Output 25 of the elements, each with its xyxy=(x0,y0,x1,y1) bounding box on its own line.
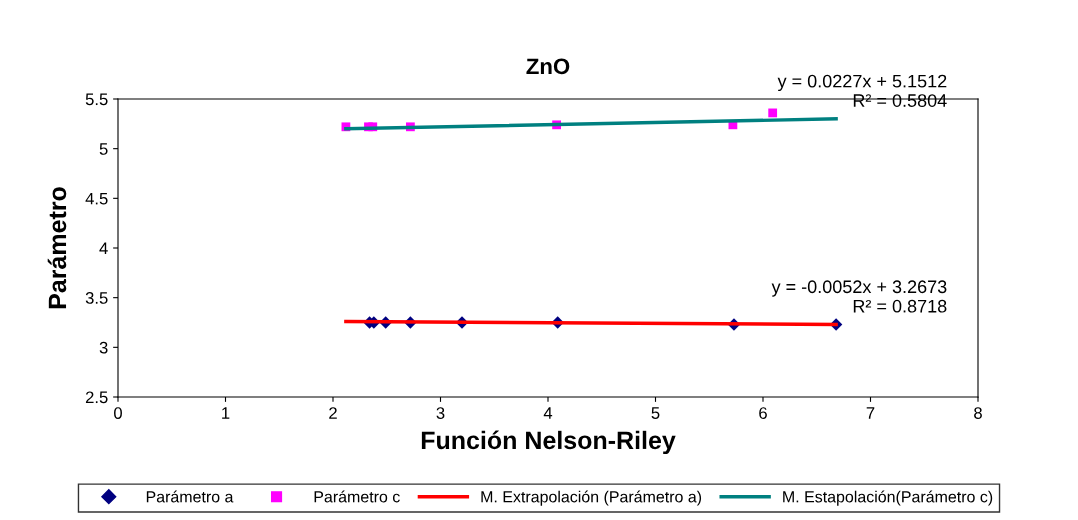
y-tick-label: 4 xyxy=(99,242,108,255)
legend-label: Parámetro a xyxy=(146,490,234,503)
x-axis-title: Función Nelson-Riley xyxy=(421,430,676,455)
legend-label: M. Extrapolación (Parámetro a) xyxy=(481,490,702,506)
x-tick-label: 0 xyxy=(114,407,122,419)
x-tick-label: 5 xyxy=(651,407,660,419)
x-tick-label: 2 xyxy=(329,407,337,419)
x-tick-label: 6 xyxy=(759,407,767,419)
x-tick-label: 4 xyxy=(543,407,553,419)
y-tick-label: 5 xyxy=(99,143,108,155)
y-tick-label: 2.5 xyxy=(85,391,108,404)
x-tick-label: 8 xyxy=(974,407,982,419)
chart-title: ZnO xyxy=(526,58,570,75)
y-tick-label: 5.5 xyxy=(85,93,108,106)
x-tick-label: 7 xyxy=(866,407,875,419)
annotation: y = -0.0052x + 3.2673 R² = 0.8718 xyxy=(771,280,947,313)
x-tick-label: 1 xyxy=(222,407,230,419)
legend-label: Parámetro c xyxy=(314,490,400,503)
y-tick-label: 3 xyxy=(99,341,108,354)
y-tick-label: 3.5 xyxy=(85,292,108,304)
y-tick-label: 4.5 xyxy=(85,192,108,205)
legend-label: M. Estapolación(Parámetro c) xyxy=(783,490,993,506)
x-tick-label: 3 xyxy=(436,407,445,419)
annotation: y = 0.0227x + 5.1512 R² = 0.5804 xyxy=(777,74,947,107)
y-axis-title: Parámetro xyxy=(47,187,67,309)
